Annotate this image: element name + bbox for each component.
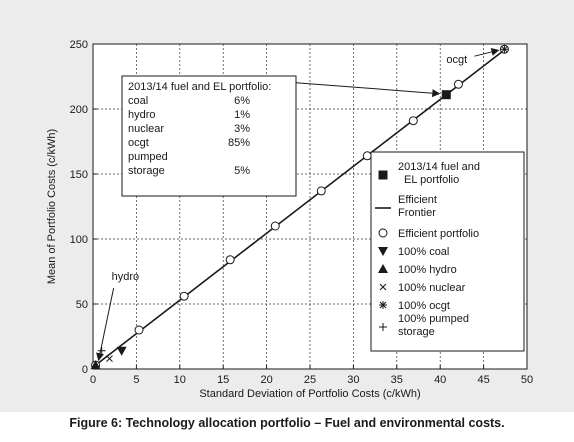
portfolio-row-value: 3% <box>234 123 250 135</box>
hydro-annotation: hydro <box>112 271 140 283</box>
portfolio-rows: coal 6% hydro 1% nuclear 3% ocgt 85% pumped stora… <box>128 95 250 177</box>
portfolio-box-frame <box>121 75 297 197</box>
y-axis-label: Mean of Portfolio Costs (c/kWh) <box>46 129 58 284</box>
x-tick-label: 50 <box>521 374 533 386</box>
series-layer <box>90 44 509 370</box>
y-tick-label: 0 <box>82 364 88 376</box>
legend-2013-14-fuel-and-el-portfolio-label: 2013/14 fuel and EL portfolio <box>398 161 480 186</box>
legend-100-nuclear-symbol <box>379 283 387 291</box>
portfolio-row-value: 5% <box>234 165 250 177</box>
legend-efficient-portfolio-label: Efficient portfolio <box>398 228 479 240</box>
legend-100-pumped-storage-symbol <box>379 323 387 331</box>
x-tick-label: 20 <box>260 374 272 386</box>
portfolio-row-label: ocgt <box>128 137 149 149</box>
x-tick-label: 45 <box>477 374 489 386</box>
efficient-frontier-line <box>95 48 506 366</box>
portfolio-row-label: nuclear <box>128 123 164 135</box>
efficient-portfolio-marker <box>362 151 372 161</box>
x-tick-label: 25 <box>304 374 316 386</box>
x-tick-label: 30 <box>347 374 359 386</box>
legend-100-coal-label: 100% coal <box>398 246 449 258</box>
100-ocgt-marker <box>500 45 509 54</box>
efficient-portfolio-marker <box>316 186 326 196</box>
y-tick-label: 200 <box>70 104 88 116</box>
legend-100-ocgt-symbol <box>379 301 387 309</box>
2013-14-fuel-and-el-portfolio-marker <box>441 90 451 100</box>
annotations: ocgt hydro 2013/14 fuel and EL portfolio… <box>96 48 500 362</box>
ocgt-arrow <box>474 48 500 57</box>
legend-100-coal-symbol <box>378 247 388 256</box>
hydro-arrow <box>96 287 115 362</box>
portfolio-box: 2013/14 fuel and EL portfolio: coal 6% hyd… <box>121 75 297 197</box>
portfolio-row-value: 85% <box>228 137 250 149</box>
legend: 2013/14 fuel and EL portfolio Efficient Fro… <box>370 151 525 352</box>
100-coal-marker <box>116 346 127 356</box>
legend-efficient-portfolio-symbol <box>378 228 388 238</box>
x-axis-label: Standard Deviation of Portfolio Costs (c… <box>199 388 420 400</box>
legend-100-ocgt-label: 100% ocgt <box>398 300 450 312</box>
y-tick-label: 250 <box>70 39 88 51</box>
x-tick-label: 15 <box>217 374 229 386</box>
legend-frame <box>370 151 525 352</box>
legend-100-hydro-label: 100% hydro <box>398 264 457 276</box>
legend-100-pumped-storage-label-line-1: 100% pumped <box>398 313 469 325</box>
legend-efficient-frontier-label-line-2: Frontier <box>398 207 436 219</box>
legend-100-pumped-storage-label: 100% pumped storage <box>398 313 469 338</box>
y-tick-label: 100 <box>70 234 88 246</box>
y-tick-label: 50 <box>76 299 88 311</box>
efficient-portfolio-marker <box>270 221 280 231</box>
portfolio-arrow <box>295 82 441 98</box>
x-tick-label: 5 <box>133 374 139 386</box>
efficient-portfolio-marker <box>134 325 144 335</box>
legend-100-pumped-storage-label-line-2: storage <box>398 326 435 338</box>
portfolio-row-value: 6% <box>234 95 250 107</box>
x-tick-label: 0 <box>90 374 96 386</box>
efficient-portfolio-marker <box>453 79 463 89</box>
efficient-portfolio-marker <box>179 291 189 301</box>
portfolio-box-title: 2013/14 fuel and EL portfolio: <box>128 81 271 93</box>
portfolio-row-label: storage <box>128 165 165 177</box>
legend-2013-14-fuel-and-el-portfolio-label-line-2: EL portfolio <box>404 174 459 186</box>
100-hydro-marker <box>90 360 101 370</box>
legend-efficient-frontier-label-line-1: Efficient <box>398 194 437 206</box>
100-nuclear-marker <box>106 355 113 362</box>
x-tick-label: 10 <box>174 374 186 386</box>
chart: 0 5 10 15 20 25 30 35 40 45 50 0 50 100 150 200 250 Stan… <box>0 0 574 412</box>
portfolio-row-value: 1% <box>234 109 250 121</box>
figure-caption: Figure 6: Technology allocation portfoli… <box>69 416 505 430</box>
y-tick-label: 150 <box>70 169 88 181</box>
legend-items: 2013/14 fuel and EL portfolio Efficient Fro… <box>375 161 480 338</box>
ocgt-annotation: ocgt <box>446 54 467 66</box>
x-tick-label: 40 <box>434 374 446 386</box>
efficient-portfolio-marker <box>408 116 418 126</box>
legend-2013-14-fuel-and-el-portfolio-label-line-1: 2013/14 fuel and <box>398 161 480 173</box>
efficient-portfolio-marker <box>225 255 235 265</box>
x-tick-label: 35 <box>391 374 403 386</box>
axis-ticks: 0 5 10 15 20 25 30 35 40 45 50 0 50 100 150 200 250 <box>70 39 533 386</box>
legend-efficient-frontier-label: Efficient Frontier <box>398 194 437 219</box>
legend-2013-14-fuel-and-el-portfolio-symbol <box>378 170 388 180</box>
portfolio-row-label: pumped <box>128 151 168 163</box>
legend-100-nuclear-label: 100% nuclear <box>398 282 466 294</box>
portfolio-row-label: coal <box>128 95 148 107</box>
legend-100-hydro-symbol <box>378 264 388 273</box>
portfolio-row-label: hydro <box>128 109 156 121</box>
